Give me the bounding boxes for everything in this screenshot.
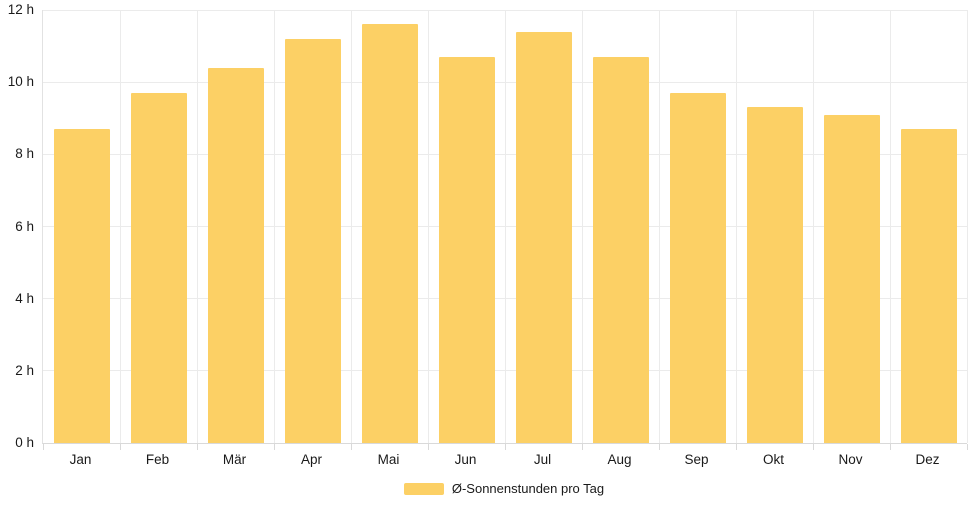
axis-tick <box>196 444 198 450</box>
x-axis: Jan Feb Mär Apr Mai Jun Jul Aug Sep Okt Nov Dez <box>42 444 966 472</box>
y-tick-label: 10 h <box>7 74 34 90</box>
gridline-vertical <box>966 10 968 443</box>
x-tick-label-sep: Sep <box>684 452 709 467</box>
x-tick-label-dez: Dez <box>915 452 940 467</box>
x-tick-label-jun: Jun <box>454 452 477 467</box>
axis-tick <box>350 444 352 450</box>
gridline-vertical <box>812 10 814 443</box>
y-tick-label: 8 h <box>15 146 34 162</box>
y-tick-label: 6 h <box>15 218 34 234</box>
gridline-vertical <box>658 10 660 443</box>
gridline-vertical <box>350 10 352 443</box>
bar-feb[interactable] <box>130 93 187 443</box>
x-tick-label-okt: Okt <box>762 452 784 467</box>
gridline-vertical <box>889 10 891 443</box>
bar-mar[interactable] <box>207 67 264 443</box>
axis-tick <box>735 444 737 450</box>
x-tick-label-apr: Apr <box>300 452 322 467</box>
plot-area <box>42 9 968 450</box>
axis-tick <box>812 444 814 450</box>
bar-jul[interactable] <box>515 31 572 443</box>
y-axis: 0 h 2 h 4 h 6 h 8 h 10 h 12 h <box>0 0 38 508</box>
x-tick-label-feb: Feb <box>145 452 170 467</box>
axis-tick <box>581 444 583 450</box>
axis-tick <box>273 444 275 450</box>
axis-tick <box>427 444 429 450</box>
gridline-vertical <box>196 10 198 443</box>
gridline-vertical <box>581 10 583 443</box>
x-tick-label-nov: Nov <box>838 452 863 467</box>
bar-nov[interactable] <box>823 114 880 443</box>
bar-mai[interactable] <box>361 24 418 443</box>
gridline-vertical <box>273 10 275 443</box>
x-tick-label-mar: Mär <box>222 452 247 467</box>
axis-tick <box>119 444 121 450</box>
legend-item-sun-hours[interactable]: Ø-Sonnenstunden pro Tag <box>42 477 966 501</box>
x-tick-label-aug: Aug <box>607 452 632 467</box>
legend-swatch-icon <box>403 483 444 495</box>
bar-sep[interactable] <box>669 93 726 443</box>
x-tick-label-jul: Jul <box>533 452 552 467</box>
bar-okt[interactable] <box>746 107 803 443</box>
x-tick-label-mai: Mai <box>377 452 400 467</box>
bar-apr[interactable] <box>284 38 341 443</box>
bar-jun[interactable] <box>438 56 495 443</box>
axis-tick <box>42 444 44 450</box>
y-tick-label: 12 h <box>7 2 34 17</box>
bar-dez[interactable] <box>900 129 957 443</box>
bar-jan[interactable] <box>53 129 110 443</box>
y-tick-label: 2 h <box>15 362 34 378</box>
axis-tick <box>658 444 660 450</box>
y-tick-label: 4 h <box>15 290 34 306</box>
gridline-vertical <box>119 10 121 443</box>
legend-label: Ø-Sonnenstunden pro Tag <box>451 481 605 496</box>
gridline-vertical <box>504 10 506 443</box>
axis-tick <box>504 444 506 450</box>
axis-tick <box>966 444 968 450</box>
gridline-vertical <box>427 10 429 443</box>
bar-aug[interactable] <box>592 56 649 443</box>
y-tick-label: 0 h <box>15 435 34 450</box>
x-tick-label-jan: Jan <box>69 452 92 467</box>
axis-tick <box>889 444 891 450</box>
gridline-vertical <box>735 10 737 443</box>
